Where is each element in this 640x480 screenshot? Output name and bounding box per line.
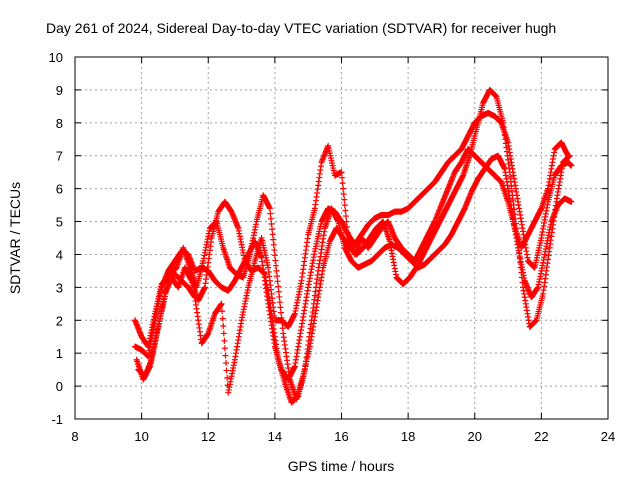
data-point bbox=[221, 337, 228, 344]
y-tick-label: 10 bbox=[49, 50, 63, 65]
x-tick-label: 16 bbox=[334, 429, 348, 444]
y-tick-label: 2 bbox=[56, 313, 63, 328]
data-point bbox=[223, 360, 230, 367]
data-point bbox=[270, 236, 277, 243]
data-point bbox=[273, 267, 280, 274]
data-points bbox=[131, 86, 575, 406]
data-point bbox=[276, 293, 283, 300]
data-point bbox=[219, 315, 226, 322]
data-point bbox=[277, 304, 284, 311]
data-point bbox=[339, 180, 346, 187]
x-tick-label: 14 bbox=[268, 429, 282, 444]
x-tick-label: 24 bbox=[601, 429, 615, 444]
y-tick-label: 1 bbox=[56, 346, 63, 361]
y-tick-label: 6 bbox=[56, 182, 63, 197]
x-tick-label: 10 bbox=[134, 429, 148, 444]
data-point bbox=[222, 352, 229, 359]
data-point bbox=[344, 229, 351, 236]
x-tick-label: 12 bbox=[201, 429, 215, 444]
x-tick-labels: 8 10 12 14 16 18 20 22 24 bbox=[71, 429, 615, 444]
data-point bbox=[343, 218, 350, 225]
data-point bbox=[568, 198, 575, 205]
data-point bbox=[340, 185, 347, 192]
y-axis-label: SDTVAR / TECUs bbox=[7, 182, 23, 294]
y-tick-label: 3 bbox=[56, 280, 63, 295]
x-tick-label: 18 bbox=[401, 429, 415, 444]
data-point bbox=[565, 152, 572, 159]
data-point bbox=[341, 196, 348, 203]
data-point bbox=[339, 174, 346, 181]
data-point bbox=[340, 191, 347, 198]
data-point bbox=[274, 273, 281, 280]
y-tick-label: -1 bbox=[51, 412, 63, 427]
data-point bbox=[275, 288, 282, 295]
data-point bbox=[219, 308, 226, 315]
data-point bbox=[272, 262, 279, 269]
y-tick-labels: -1 0 1 2 3 4 5 6 7 8 9 10 bbox=[49, 50, 63, 427]
y-tick-label: 0 bbox=[56, 379, 63, 394]
data-point bbox=[275, 283, 282, 290]
data-point bbox=[274, 278, 281, 285]
data-point bbox=[271, 247, 278, 254]
x-axis-label: GPS time / hours bbox=[288, 458, 395, 474]
x-tick-label: 22 bbox=[534, 429, 548, 444]
y-tick-label: 9 bbox=[56, 83, 63, 98]
data-point bbox=[270, 241, 277, 248]
data-point bbox=[271, 252, 278, 259]
chart-title: Day 261 of 2024, Sidereal Day-to-day VTE… bbox=[46, 20, 556, 36]
data-point bbox=[269, 226, 276, 233]
y-tick-label: 5 bbox=[56, 215, 63, 230]
data-point bbox=[568, 162, 575, 169]
y-tick-label: 8 bbox=[56, 116, 63, 131]
data-point bbox=[266, 205, 273, 212]
data-point bbox=[220, 323, 227, 330]
data-point bbox=[267, 210, 274, 217]
data-point bbox=[342, 213, 349, 220]
data-point bbox=[338, 169, 345, 176]
data-point bbox=[277, 309, 284, 316]
data-point bbox=[344, 224, 351, 231]
series-4 bbox=[131, 139, 572, 396]
plot-frame bbox=[74, 56, 609, 420]
x-tick-label: 8 bbox=[71, 429, 78, 444]
x-tick-label: 20 bbox=[468, 429, 482, 444]
data-point bbox=[279, 325, 286, 332]
y-tick-label: 7 bbox=[56, 149, 63, 164]
data-point bbox=[276, 299, 283, 306]
data-point bbox=[220, 330, 227, 337]
data-point bbox=[272, 257, 279, 264]
y-tick-label: 4 bbox=[56, 247, 63, 262]
data-point bbox=[218, 300, 225, 307]
data-point bbox=[221, 345, 228, 352]
data-point bbox=[269, 231, 276, 238]
data-point bbox=[341, 202, 348, 209]
data-point bbox=[223, 367, 230, 374]
data-point bbox=[268, 221, 275, 228]
data-point bbox=[342, 207, 349, 214]
data-point bbox=[267, 215, 274, 222]
data-point bbox=[224, 374, 231, 381]
